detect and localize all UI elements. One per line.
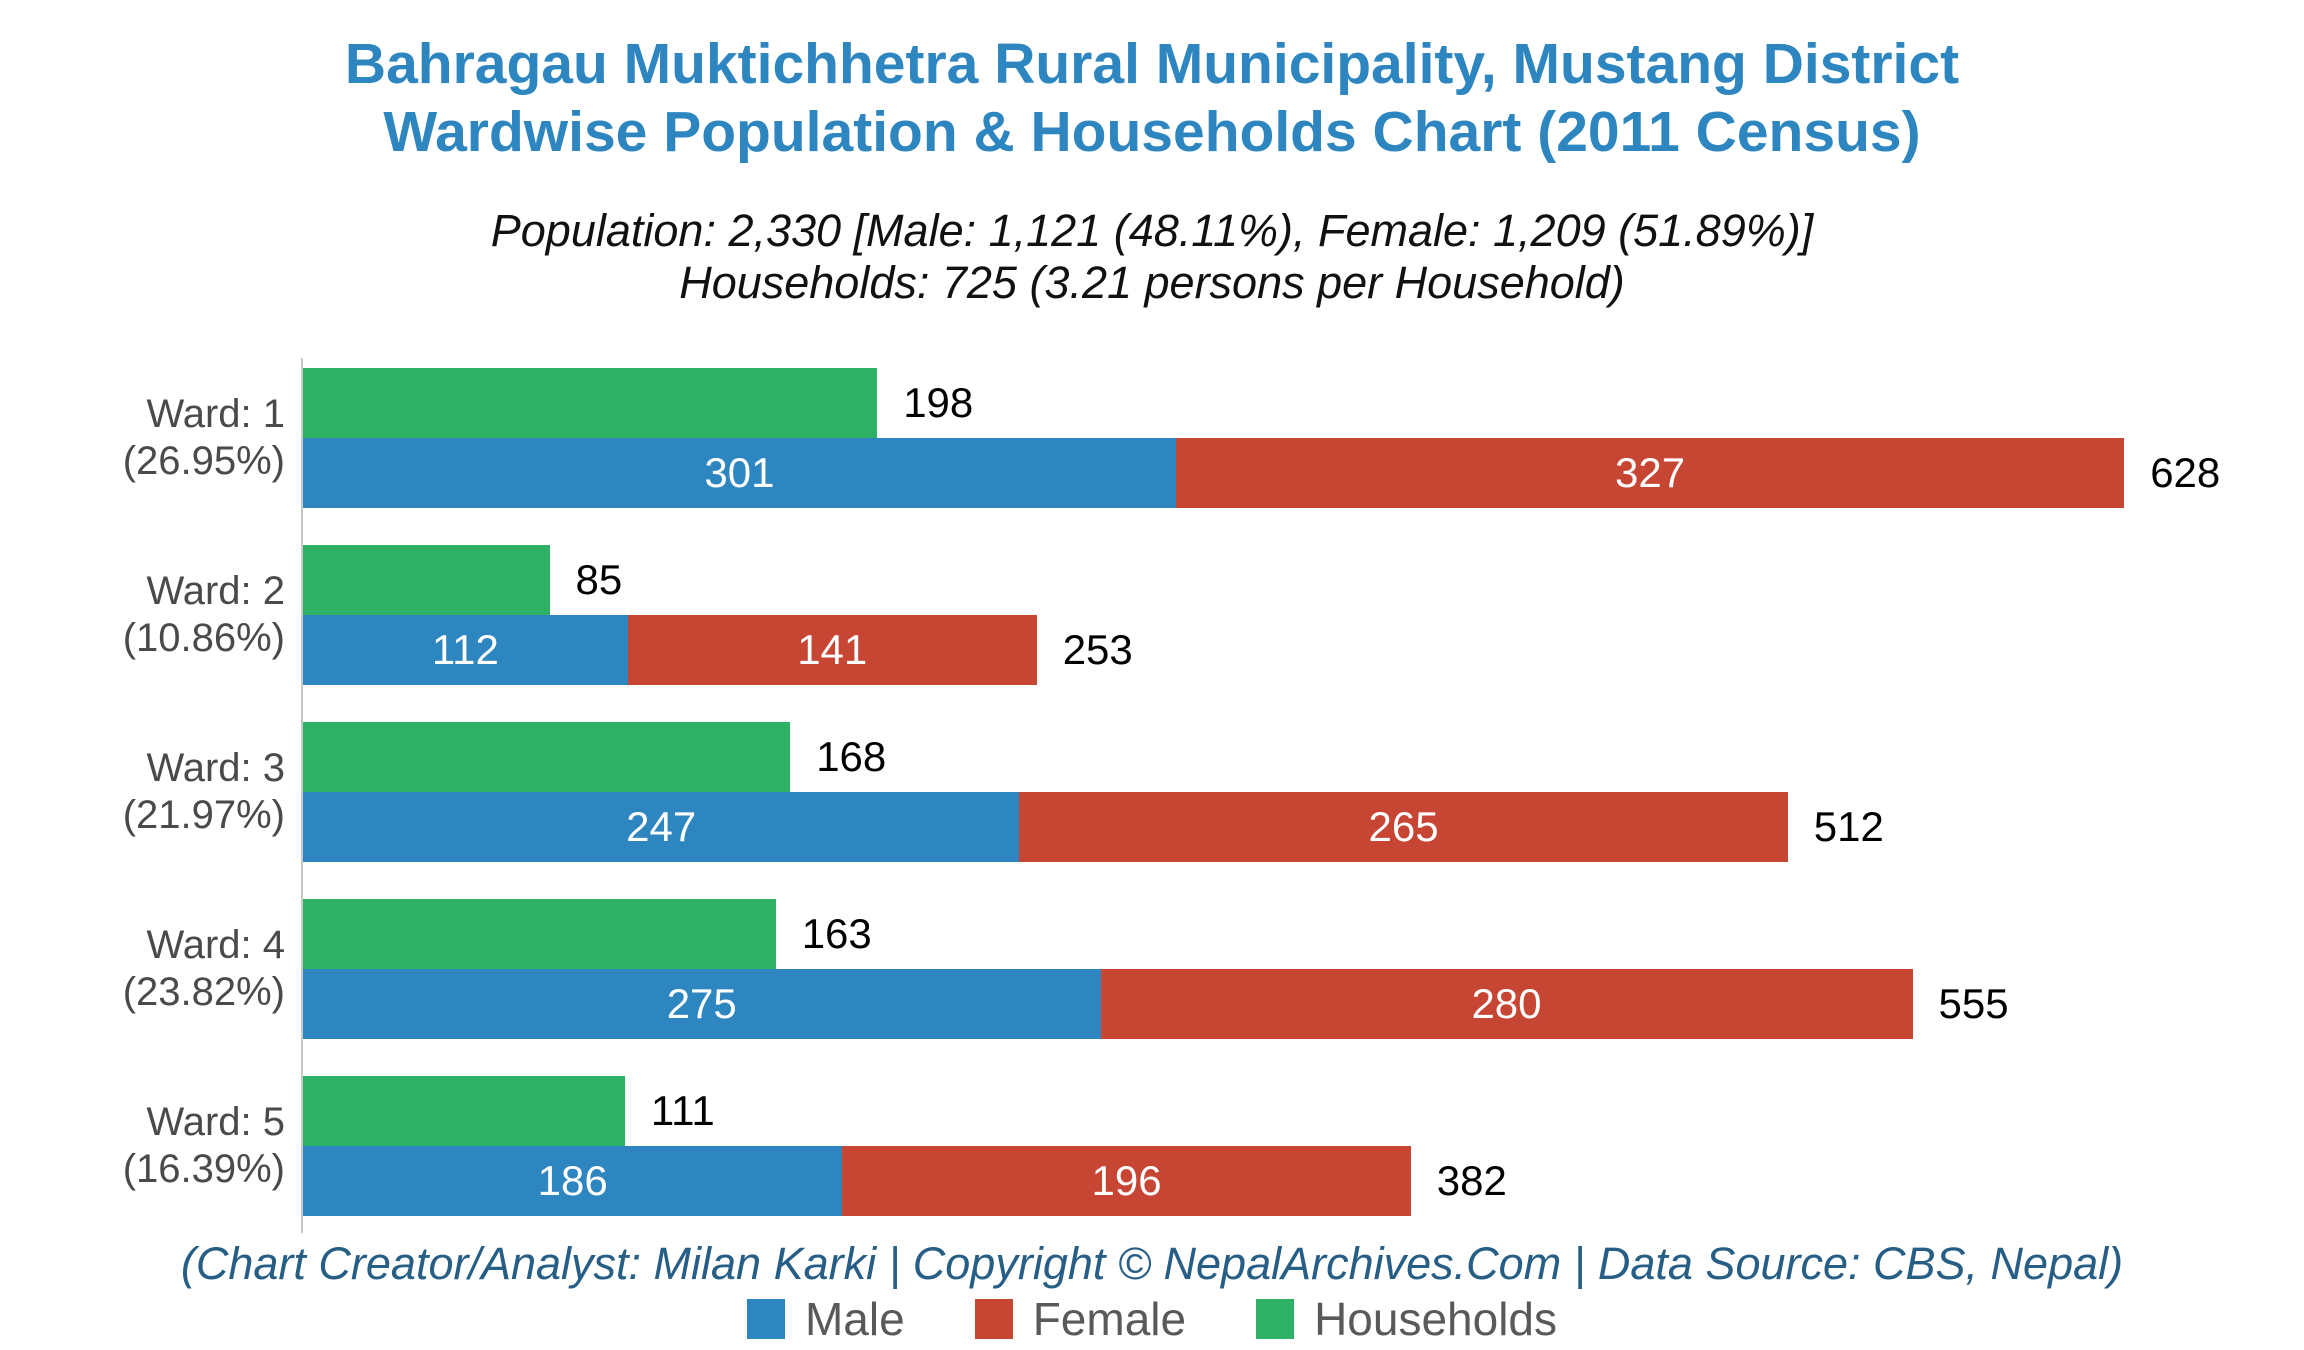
households-bar-line: 198: [303, 368, 2304, 438]
female-bar: 327: [1175, 438, 2125, 508]
households-bar-line: 111: [303, 1076, 2304, 1146]
legend-label-households: Households: [1314, 1293, 1558, 1345]
male-bar: 112: [303, 615, 628, 685]
total-value-label: 253: [1062, 626, 1133, 673]
households-bar: [303, 545, 550, 615]
ward-percent-label: (23.82%): [122, 970, 285, 1014]
households-value-label: 111: [650, 1087, 715, 1134]
population-bar-line: 112 141 253: [303, 615, 2304, 685]
legend-swatch-female: [974, 1299, 1013, 1339]
ward-percent-label: (26.95%): [122, 439, 285, 483]
ward-name-label: Ward: 5: [146, 1099, 285, 1144]
households-bar-line: 163: [303, 899, 2304, 969]
bar-rows: Ward: 1 (26.95%) 198 301 327 628: [0, 368, 2304, 1253]
population-bar-line: 301 327 628: [303, 438, 2304, 508]
chart-title-line1: Bahragau Muktichhetra Rural Municipality…: [344, 32, 1960, 96]
ward-percent-label: (21.97%): [122, 793, 285, 837]
total-value-label: 382: [1436, 1157, 1507, 1204]
female-bar: 265: [1019, 792, 1788, 862]
chart-title-line2: Wardwise Population & Households Chart (…: [383, 100, 1921, 165]
total-value-label: 628: [2150, 449, 2221, 496]
legend-swatch-male: [746, 1299, 785, 1339]
legend-label-female: Female: [1032, 1293, 1187, 1345]
ward-row: Ward: 4 (23.82%) 163 275 280 555: [0, 899, 2304, 1039]
ward-axis-label: Ward: 1 (26.95%): [0, 391, 285, 485]
legend-label-male: Male: [804, 1293, 905, 1345]
ward-row: Ward: 1 (26.95%) 198 301 327 628: [0, 368, 2304, 508]
legend-item-female: Female: [974, 1292, 1187, 1346]
legend: Male Female Households: [0, 1292, 2304, 1346]
male-bar: 247: [303, 792, 1020, 862]
female-bar: 141: [627, 615, 1037, 685]
households-value-label: 163: [801, 910, 872, 957]
households-bar: [303, 1076, 625, 1146]
ward-axis-label: Ward: 4 (23.82%): [0, 922, 285, 1016]
population-bar-line: 247 265 512: [303, 792, 2304, 862]
ward-percent-label: (10.86%): [122, 616, 285, 660]
ward-bars: 198 301 327 628: [303, 368, 2304, 508]
ward-row: Ward: 2 (10.86%) 85 112 141 253: [0, 545, 2304, 685]
ward-name-label: Ward: 1: [146, 391, 285, 436]
population-bar-line: 275 280 555: [303, 969, 2304, 1039]
credit-line: (Chart Creator/Analyst: Milan Karki | Co…: [180, 1238, 2124, 1289]
households-value-label: 85: [575, 556, 623, 603]
chart-title: Bahragau Muktichhetra Rural Municipality…: [0, 30, 2304, 167]
ward-row: Ward: 3 (21.97%) 168 247 265 512: [0, 722, 2304, 862]
ward-name-label: Ward: 3: [146, 745, 285, 790]
total-value-label: 555: [1938, 980, 2009, 1027]
ward-bars: 168 247 265 512: [303, 722, 2304, 862]
legend-item-households: Households: [1256, 1292, 1557, 1346]
female-bar: 280: [1100, 969, 1913, 1039]
households-value-label: 198: [903, 379, 974, 426]
ward-name-label: Ward: 4: [146, 922, 285, 967]
ward-row: Ward: 5 (16.39%) 111 186 196 382: [0, 1076, 2304, 1216]
legend-item-male: Male: [746, 1292, 905, 1346]
households-bar: [303, 368, 878, 438]
total-value-label: 512: [1813, 803, 1884, 850]
male-bar: 275: [303, 969, 1101, 1039]
chart-subtitle: Population: 2,330 [Male: 1,121 (48.11%),…: [0, 205, 2304, 309]
male-bar: 186: [303, 1146, 843, 1216]
population-bar-line: 186 196 382: [303, 1146, 2304, 1216]
households-bar: [303, 899, 776, 969]
ward-bars: 111 186 196 382: [303, 1076, 2304, 1216]
ward-name-label: Ward: 2: [146, 568, 285, 613]
chart-subtitle-line1: Population: 2,330 [Male: 1,121 (48.11%),…: [490, 205, 1814, 256]
ward-axis-label: Ward: 2 (10.86%): [0, 568, 285, 662]
households-bar-line: 168: [303, 722, 2304, 792]
households-bar: [303, 722, 791, 792]
male-bar: 301: [303, 438, 1176, 508]
chart-subtitle-line2: Households: 725 (3.21 persons per Househ…: [679, 257, 1625, 309]
legend-swatch-households: [1256, 1299, 1295, 1339]
ward-axis-label: Ward: 3 (21.97%): [0, 745, 285, 839]
households-bar-line: 85: [303, 545, 2304, 615]
households-value-label: 168: [816, 733, 887, 780]
ward-bars: 163 275 280 555: [303, 899, 2304, 1039]
ward-bars: 85 112 141 253: [303, 545, 2304, 685]
y-axis-line: [301, 358, 303, 1233]
female-bar: 196: [842, 1146, 1411, 1216]
ward-axis-label: Ward: 5 (16.39%): [0, 1099, 285, 1193]
ward-percent-label: (16.39%): [122, 1147, 285, 1191]
